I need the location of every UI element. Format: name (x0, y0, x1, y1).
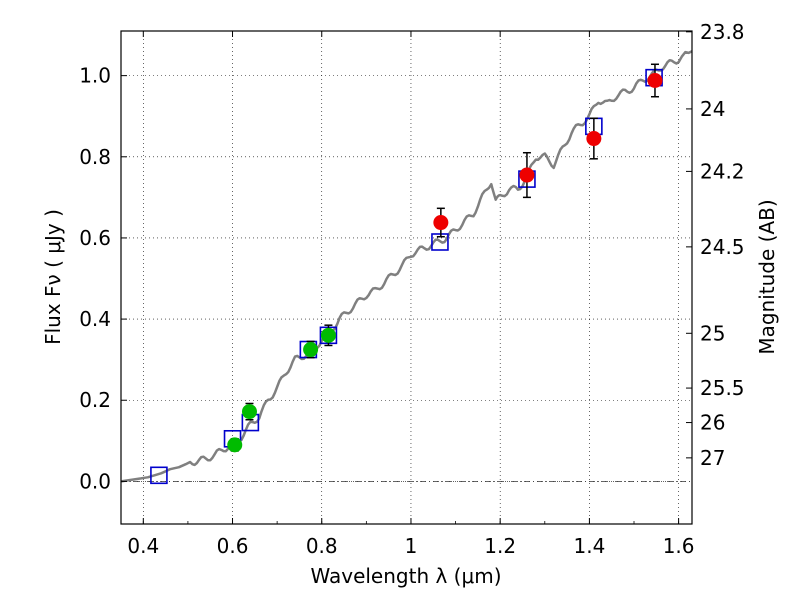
y-tick-label: 0.4 (79, 307, 111, 331)
x-tick-label: 1.2 (484, 534, 516, 558)
observed-point (519, 167, 535, 183)
mag-tick-label: 24.5 (700, 235, 745, 259)
observed-point (241, 404, 257, 420)
x-tick-label: 1.6 (663, 534, 695, 558)
mag-tick-label: 24.2 (700, 159, 745, 183)
y-axis-label: Flux Fν ( μJy ) (41, 209, 65, 345)
y2-axis-label: Magnitude (AB) (755, 199, 779, 354)
observed-point (647, 73, 663, 89)
tick-labels: 0.4 0.6 0.8 1 1.2 1.4 1.6 0.0 0.2 0.4 0.6 0.8 1.0 23.… (79, 20, 744, 558)
x-tick-label: 0.4 (127, 534, 159, 558)
y-tick-label: 0.6 (79, 226, 111, 250)
x-tick-label: 0.8 (306, 534, 338, 558)
observed-points-layer (227, 63, 663, 453)
observed-point (303, 342, 319, 358)
mag-tick-label: 25 (700, 321, 725, 345)
ticks (121, 31, 692, 524)
x-tick-label: 0.6 (217, 534, 249, 558)
x-axis-label: Wavelength λ (μm) (310, 564, 501, 588)
model-photometry-square (431, 233, 449, 251)
model-photometry-layer (150, 68, 663, 485)
observed-point (227, 437, 243, 453)
observed-point (320, 327, 336, 343)
mag-tick-label: 23.8 (700, 20, 745, 44)
y-tick-label: 0.0 (79, 469, 111, 493)
model-photometry-square (150, 466, 168, 485)
y-tick-label: 0.2 (79, 388, 111, 412)
mag-tick-label: 26 (700, 411, 725, 435)
x-tick-label: 1 (405, 534, 418, 558)
grid (121, 31, 692, 524)
model-sed-line (120, 50, 693, 483)
x-tick-label: 1.4 (573, 534, 605, 558)
mag-tick-label: 27 (700, 446, 725, 470)
mag-tick-label: 25.5 (700, 376, 745, 400)
model-sed-line-layer (120, 50, 693, 483)
mag-tick-label: 24 (700, 97, 725, 121)
y-tick-label: 0.8 (79, 145, 111, 169)
plot-frame (120, 30, 693, 525)
y-tick-label: 1.0 (79, 64, 111, 88)
observed-point (433, 215, 449, 231)
observed-point (586, 131, 602, 147)
